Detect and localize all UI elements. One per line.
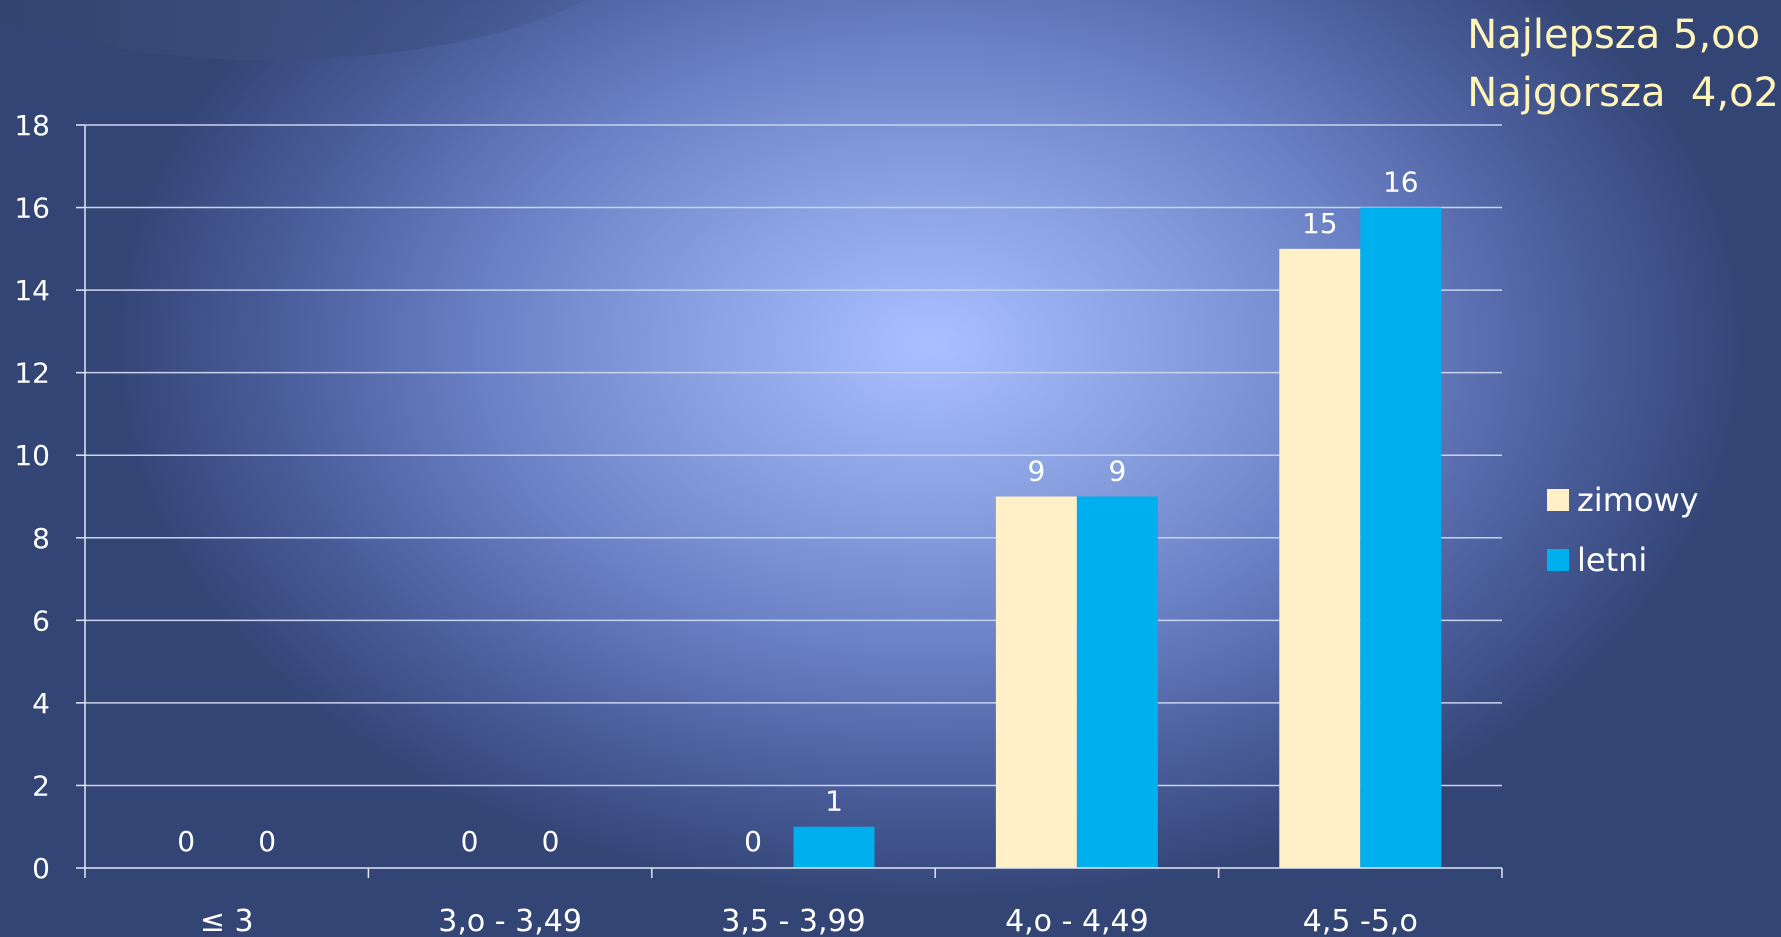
data-label-zimowy: 0 (177, 825, 195, 858)
x-tick-label: ≤ 3 (200, 904, 254, 937)
best-score-text: Najlepsza 5,oo (1467, 12, 1761, 58)
data-label-zimowy: 15 (1302, 207, 1338, 240)
y-tick-label: 6 (32, 604, 50, 637)
best-worst-annotation: Najlepsza 5,oo Najgorsza 4,o2 (1467, 6, 1779, 122)
legend-label-letni: letni (1577, 541, 1648, 579)
x-tick-label: 4,o - 4,49 (1005, 904, 1149, 937)
data-label-letni: 16 (1383, 166, 1419, 199)
bar-letni (793, 826, 875, 868)
bar-zimowy (1279, 248, 1361, 869)
data-label-letni: 0 (258, 825, 276, 858)
y-axis-tick-labels: 0 2 4 6 8 10 12 14 16 18 (14, 109, 50, 885)
chart-legend: zimowy letni (1547, 470, 1699, 590)
chart-axes (76, 124, 1503, 878)
y-tick-label: 18 (14, 109, 50, 142)
legend-item-letni: letni (1547, 530, 1699, 590)
x-tick-label: 3,o - 3,49 (438, 904, 582, 937)
y-tick-label: 10 (14, 439, 50, 472)
y-tick-label: 2 (32, 769, 50, 802)
y-tick-label: 0 (32, 852, 50, 885)
bar-letni (1360, 207, 1442, 869)
legend-item-zimowy: zimowy (1547, 470, 1699, 530)
chart-gridlines (85, 124, 1502, 787)
worst-score-text: Najgorsza 4,o2 (1467, 70, 1779, 116)
data-label-letni: 1 (825, 785, 843, 818)
bar-letni (1076, 496, 1158, 868)
chart-data-labels: 0 0 0 9 15 0 0 1 9 16 (177, 166, 1418, 858)
x-tick-label: 3,5 - 3,99 (721, 904, 865, 937)
legend-label-zimowy: zimowy (1577, 481, 1699, 519)
data-label-letni: 0 (542, 825, 560, 858)
data-label-zimowy: 0 (744, 825, 762, 858)
legend-swatch-letni (1547, 549, 1569, 571)
chart-bars (793, 207, 1442, 869)
data-label-zimowy: 0 (461, 825, 479, 858)
x-tick-label: 4,5 -5,o (1303, 904, 1418, 937)
data-label-zimowy: 9 (1027, 455, 1045, 488)
x-axis-tick-labels: ≤ 3 3,o - 3,49 3,5 - 3,99 4,o - 4,49 4,5 -5,… (200, 904, 1418, 937)
y-tick-label: 8 (32, 522, 50, 555)
y-tick-label: 12 (14, 357, 50, 390)
y-tick-label: 16 (14, 192, 50, 225)
y-tick-label: 4 (32, 687, 50, 720)
y-tick-label: 14 (14, 274, 50, 307)
bar-zimowy (995, 496, 1077, 868)
legend-swatch-zimowy (1547, 489, 1569, 511)
data-label-letni: 9 (1108, 455, 1126, 488)
